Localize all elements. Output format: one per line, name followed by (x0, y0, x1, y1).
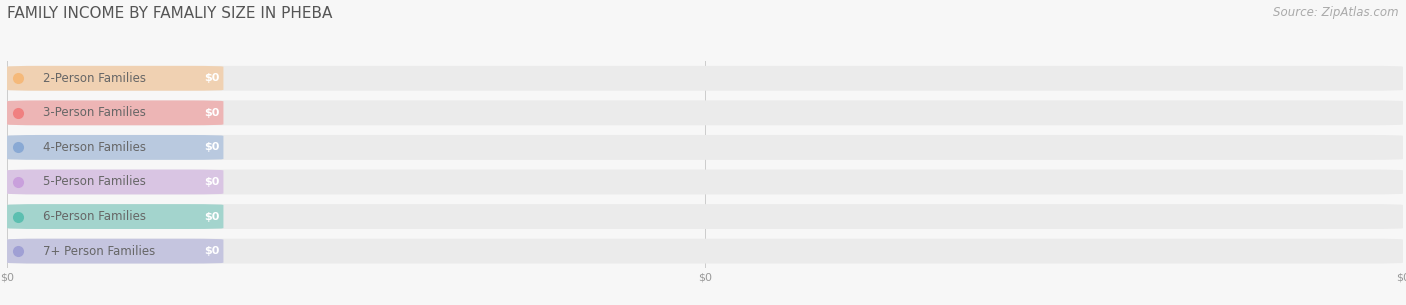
FancyBboxPatch shape (7, 135, 1403, 160)
FancyBboxPatch shape (7, 100, 224, 125)
Text: $0: $0 (205, 177, 219, 187)
Text: 5-Person Families: 5-Person Families (44, 175, 146, 188)
FancyBboxPatch shape (7, 135, 224, 160)
FancyBboxPatch shape (7, 239, 1403, 264)
FancyBboxPatch shape (7, 170, 224, 194)
Text: 7+ Person Families: 7+ Person Families (44, 245, 156, 258)
Text: $0: $0 (205, 108, 219, 118)
Text: FAMILY INCOME BY FAMALIY SIZE IN PHEBA: FAMILY INCOME BY FAMALIY SIZE IN PHEBA (7, 6, 332, 21)
Text: $0: $0 (205, 142, 219, 152)
FancyBboxPatch shape (7, 66, 224, 91)
Text: Source: ZipAtlas.com: Source: ZipAtlas.com (1274, 6, 1399, 19)
FancyBboxPatch shape (7, 239, 224, 264)
FancyBboxPatch shape (7, 170, 1403, 194)
FancyBboxPatch shape (7, 66, 1403, 91)
Text: $0: $0 (205, 246, 219, 256)
Text: $0: $0 (205, 73, 219, 83)
FancyBboxPatch shape (7, 204, 1403, 229)
Text: 6-Person Families: 6-Person Families (44, 210, 146, 223)
Text: 4-Person Families: 4-Person Families (44, 141, 146, 154)
FancyBboxPatch shape (7, 100, 1403, 125)
Text: 3-Person Families: 3-Person Families (44, 106, 146, 119)
Text: 2-Person Families: 2-Person Families (44, 72, 146, 85)
Text: $0: $0 (205, 212, 219, 221)
FancyBboxPatch shape (7, 204, 224, 229)
